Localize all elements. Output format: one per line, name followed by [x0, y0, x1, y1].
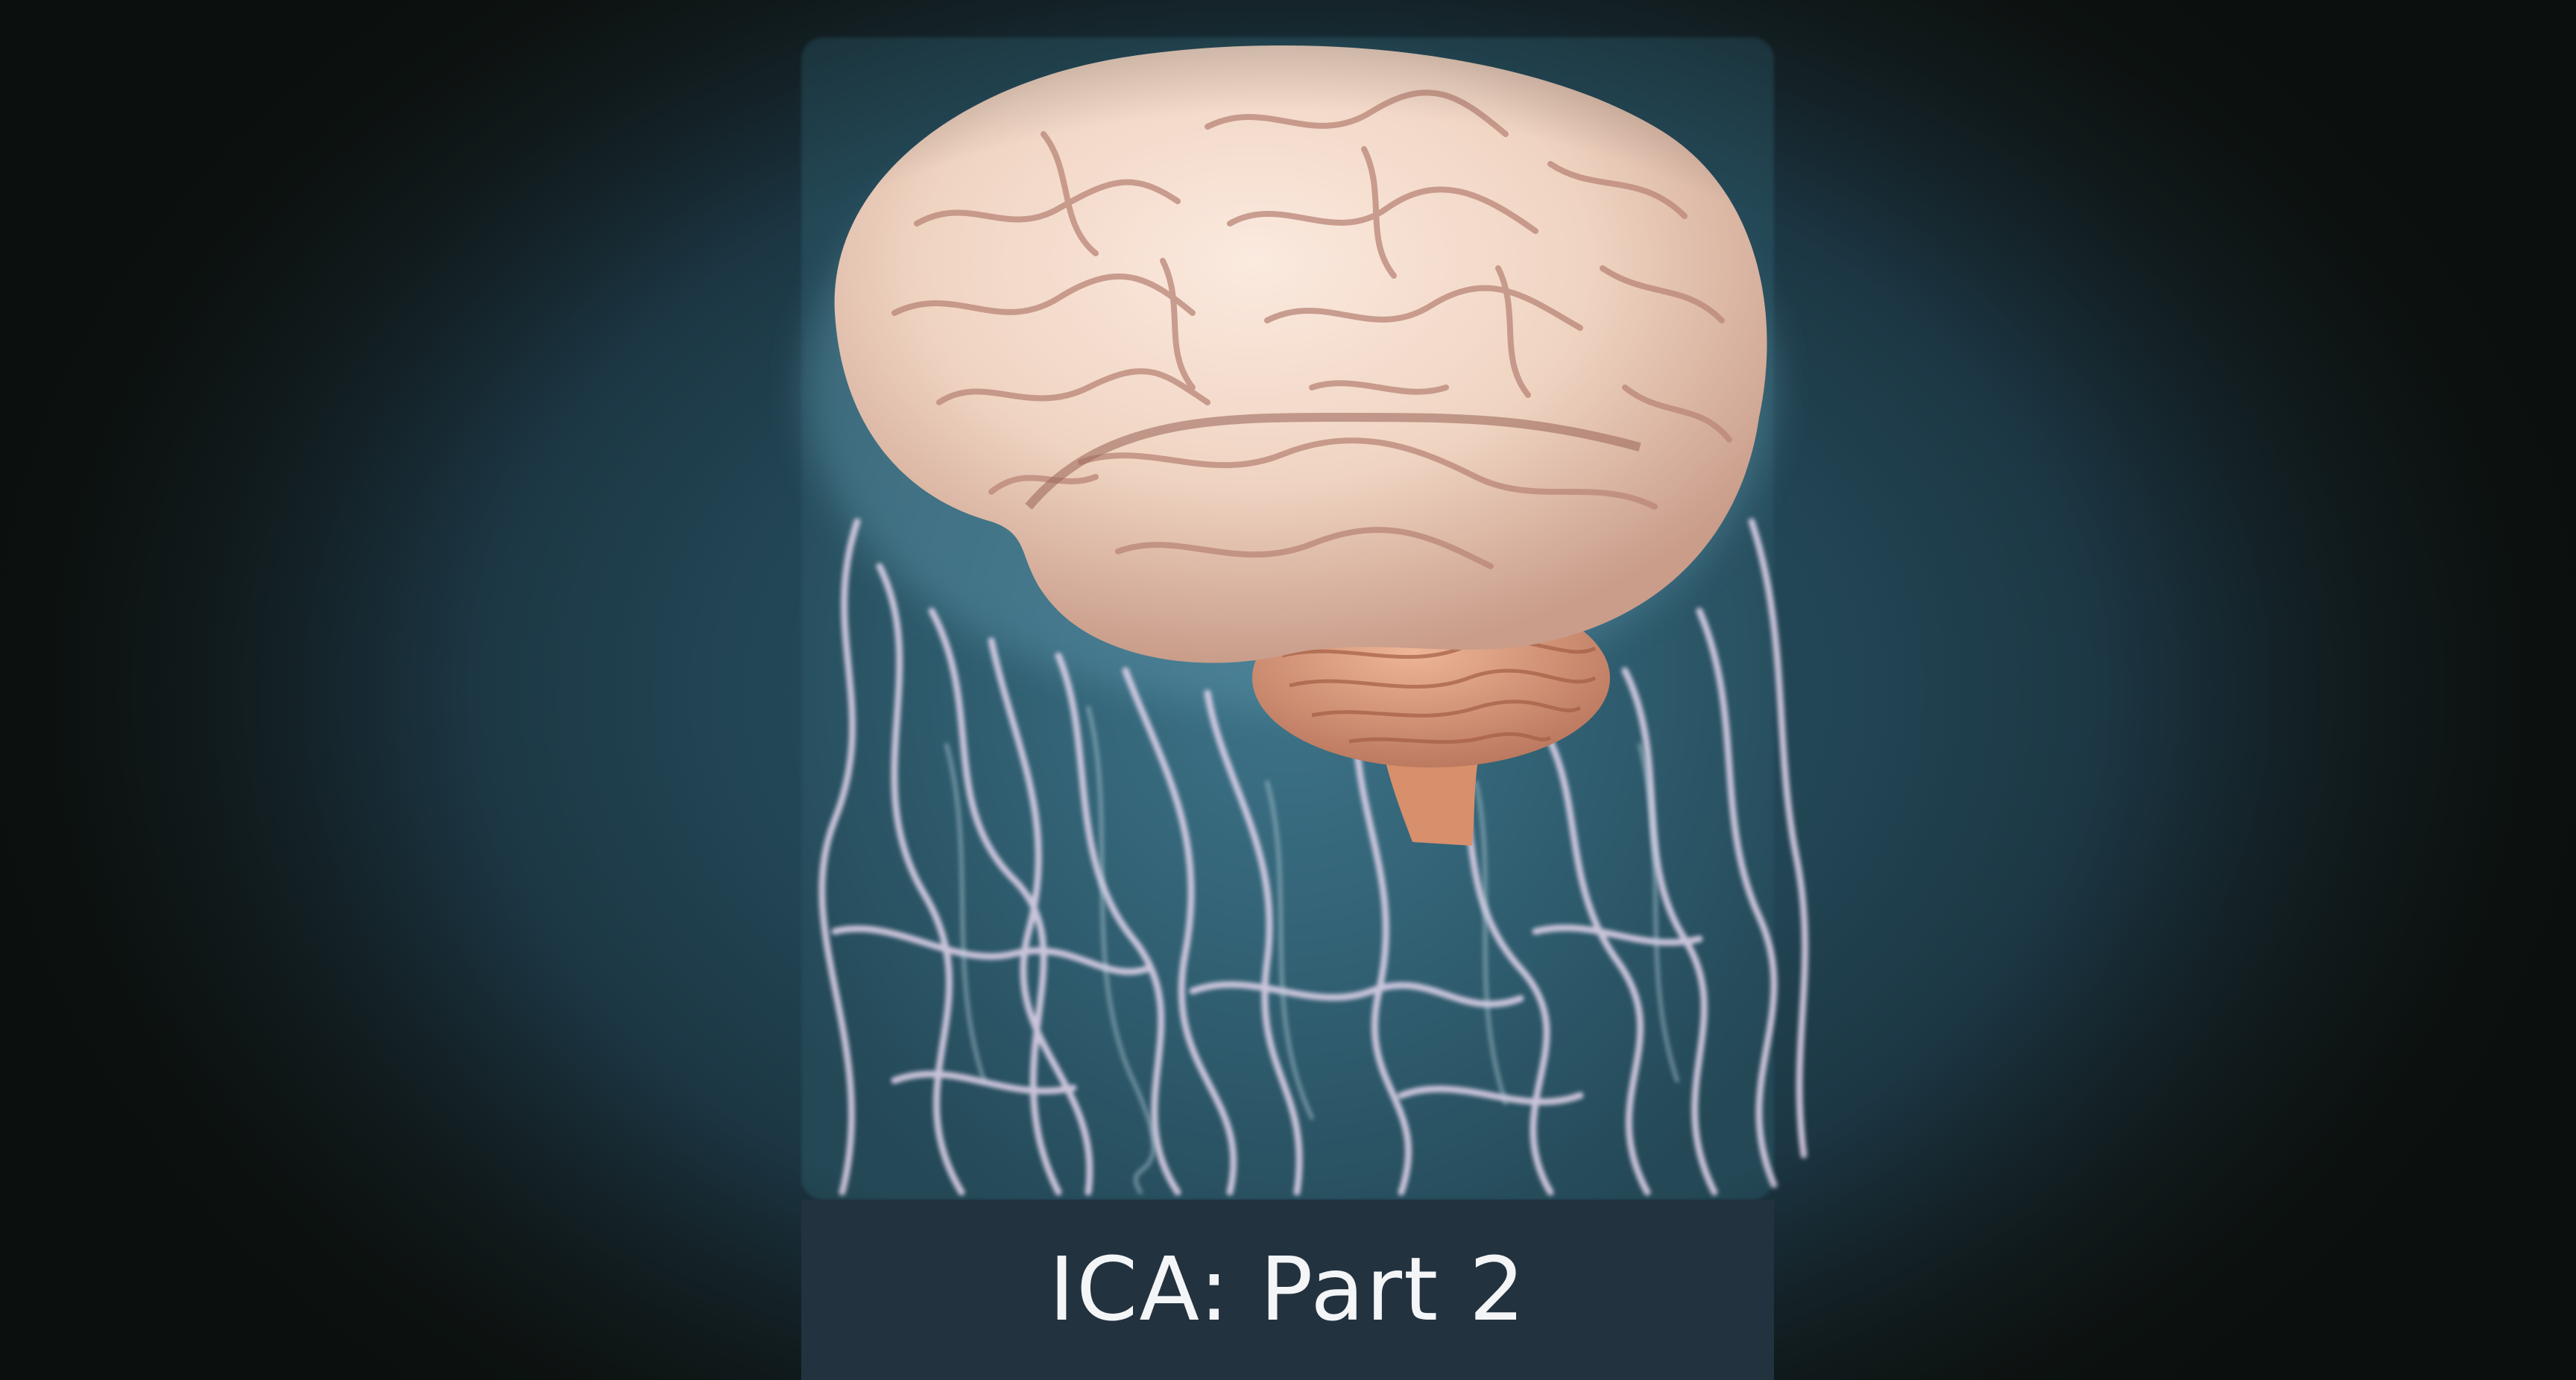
caption-bar — [801, 1200, 1774, 1380]
caption-title: ICA: Part 2 — [1049, 1238, 1527, 1341]
